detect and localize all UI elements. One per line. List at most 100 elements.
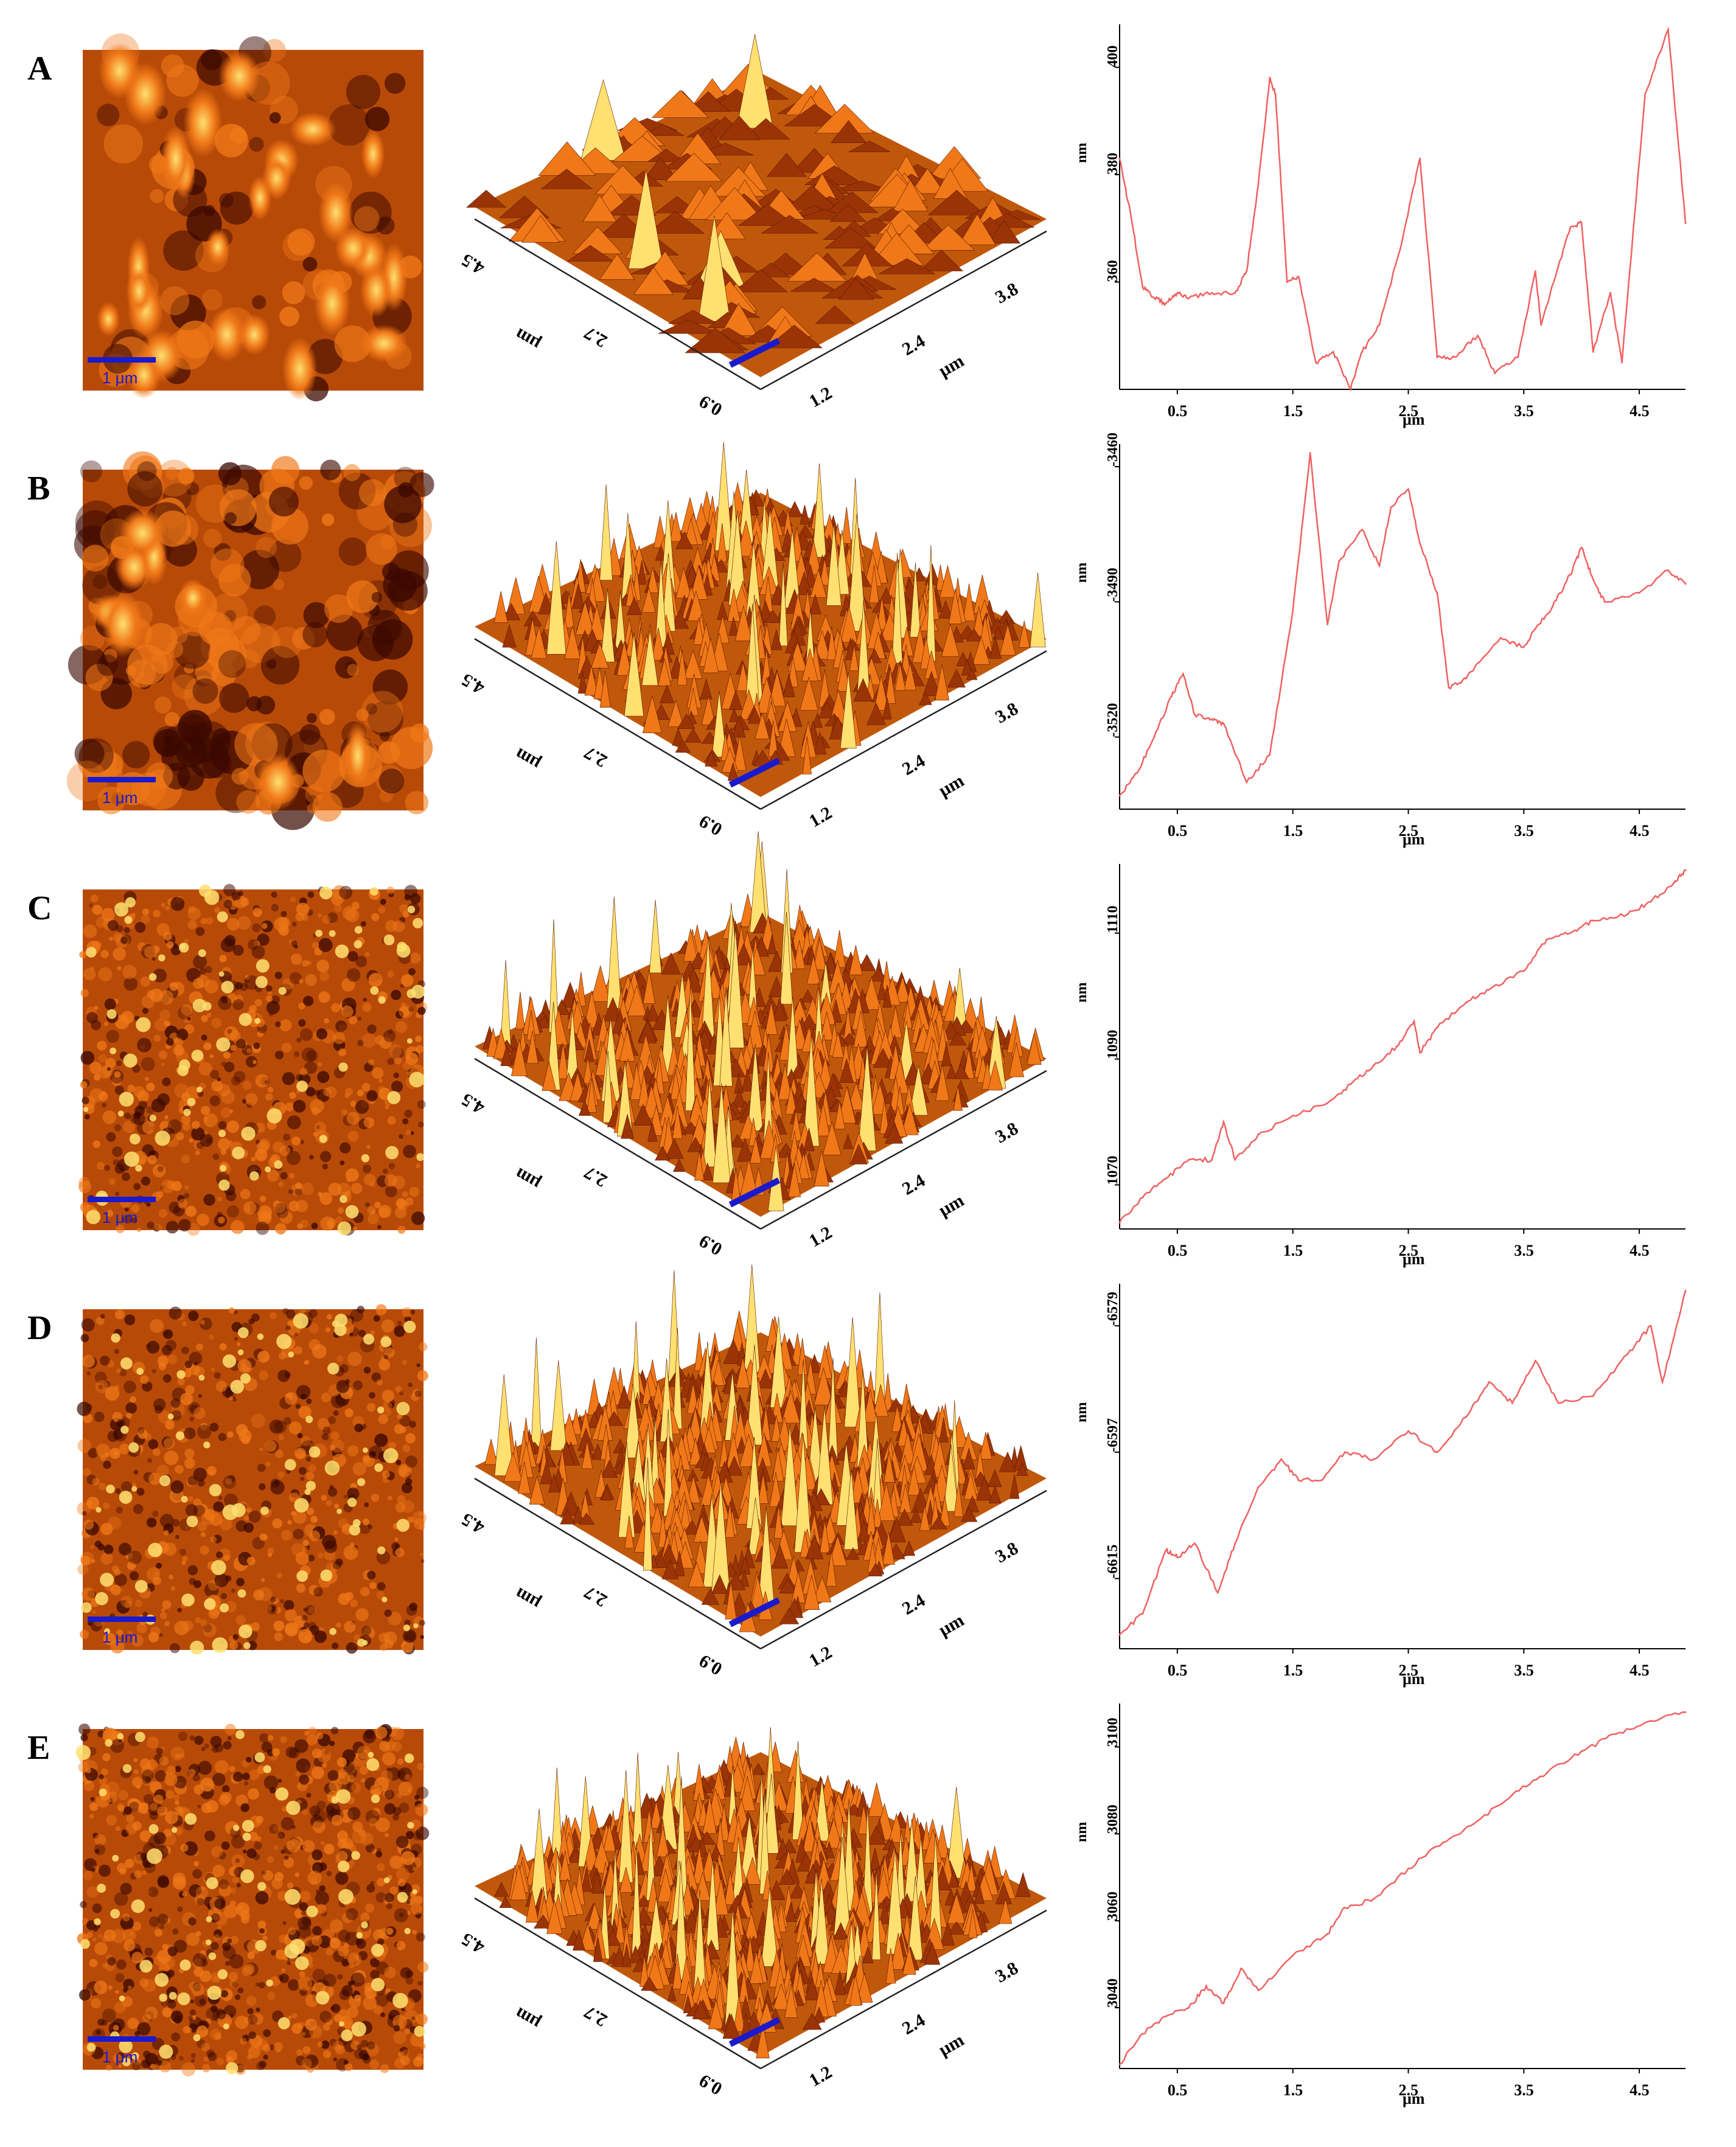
surface-peak <box>885 1123 904 1144</box>
x-tick-label: 3.5 <box>1514 1662 1534 1679</box>
x-tick-label: 3.5 <box>1514 822 1534 840</box>
surface-peak <box>779 1607 800 1624</box>
surface-left-unit: μm <box>512 1584 544 1614</box>
surface-peak <box>573 1929 585 1951</box>
x-tick-label: 3.5 <box>1514 1242 1534 1259</box>
afm-particle <box>126 267 152 315</box>
surface-peak <box>868 1783 885 1817</box>
surface-peak <box>732 1088 747 1108</box>
surface-peak <box>570 1071 585 1101</box>
surface-peak <box>868 1563 883 1576</box>
profile-data-point <box>1546 1772 1548 1774</box>
surface-peak <box>879 1899 890 1924</box>
profile-data-point <box>1407 1430 1409 1432</box>
surface-peak <box>646 211 705 234</box>
y-axis-label: nm <box>1074 983 1090 1003</box>
surface-peak <box>579 1923 596 1950</box>
surface-peak <box>493 1882 509 1897</box>
surface-peak <box>580 1867 592 1892</box>
profile-series-line <box>1118 27 1687 392</box>
surface-peak <box>999 1898 1013 1924</box>
surface-peak <box>866 702 886 725</box>
surface-peak <box>784 1983 798 2018</box>
surface-peak <box>941 1043 952 1067</box>
profile-data-point <box>1580 222 1583 224</box>
surface-peak <box>968 1909 978 1938</box>
x-tick-label: 1.5 <box>1283 402 1303 420</box>
profile-data-point <box>1592 919 1594 922</box>
profile-data-point <box>1626 913 1629 916</box>
profile-data-point <box>1257 1989 1260 1991</box>
surface-peak <box>882 697 892 720</box>
height-profile-chart: 0.5 1.5 2.5 3.5 4.5 μm 3100 3080 3060 3040 nm <box>1074 1703 1687 2107</box>
surface-peak <box>768 976 785 997</box>
surface-peak <box>947 669 966 687</box>
surface-peak <box>703 638 719 673</box>
profile-data-point <box>1222 2002 1225 2005</box>
surface-peak <box>966 1863 977 1891</box>
profile-data-point <box>1142 286 1144 288</box>
afm-particle <box>314 271 350 336</box>
afm-particle <box>102 590 144 658</box>
surface-peak <box>655 1056 664 1094</box>
surface-peak <box>502 602 520 621</box>
surface-peak <box>773 1505 784 1539</box>
surface-peak <box>557 1042 569 1079</box>
surface-peak <box>800 1530 810 1558</box>
surface-peak <box>935 1065 950 1101</box>
surface-right-tick: 3.8 <box>992 698 1022 727</box>
surface-peak <box>637 560 647 585</box>
profile-data-point <box>1205 1985 1207 1987</box>
afm-height-map: 1 μm <box>78 884 428 1236</box>
profile-data-point <box>1188 297 1190 299</box>
surface-peak <box>493 591 508 623</box>
surface-peak <box>842 507 852 544</box>
surface-peak <box>624 632 644 717</box>
surface-left-tick: 2.7 <box>581 742 611 771</box>
surface-peak <box>789 1882 806 1899</box>
y-tick-label: 1110 <box>1105 905 1121 933</box>
surface-peak <box>641 630 658 686</box>
scale-bar-label: 1 μm <box>102 788 138 807</box>
surface-peak <box>890 1933 906 1970</box>
surface-peak <box>974 1882 985 1904</box>
y-tick-label: -3490 <box>1105 568 1121 602</box>
surface-peak <box>910 168 946 194</box>
surface-peak <box>727 927 745 1048</box>
surface-peak <box>647 148 685 162</box>
surface-peak <box>736 662 750 692</box>
profile-data-point <box>1419 542 1421 545</box>
profile-data-point <box>1269 754 1271 756</box>
surface-peak <box>572 1506 584 1523</box>
surface-peak <box>1019 621 1030 648</box>
profile-data-point <box>1465 1416 1467 1418</box>
surface-peak <box>599 253 635 280</box>
surface-left-unit: μm <box>512 2003 544 2034</box>
profile-data-point <box>1626 1352 1629 1355</box>
surface-peak <box>891 552 903 664</box>
profile-data-point <box>1246 270 1248 273</box>
surface-peak <box>584 990 600 1028</box>
height-profile-chart: 0.5 1.5 2.5 3.5 4.5 μm -3460 -3490 -3520 nm <box>1074 433 1687 848</box>
surface-axis-left <box>474 1477 761 1650</box>
surface-right-tick: 3.8 <box>992 1118 1022 1147</box>
profile-data-point <box>1234 1542 1236 1545</box>
surface-peak <box>605 1929 621 1946</box>
profile-data-point <box>1517 356 1519 358</box>
surface-peak <box>979 1432 992 1460</box>
surface-peak <box>769 1472 783 1507</box>
profile-data-point <box>1390 506 1392 509</box>
profile-data-point <box>1165 2015 1167 2017</box>
surface-peak <box>645 1004 660 1021</box>
surface-peak <box>767 1880 786 1900</box>
profile-data-point <box>1222 1121 1225 1123</box>
afm-height-map: 1 μm <box>83 33 424 402</box>
afm-height-map: 1 μm <box>66 451 434 830</box>
profile-data-point <box>1476 335 1479 337</box>
profile-data-point <box>1170 695 1173 698</box>
surface-peak <box>877 981 887 1000</box>
profile-data-point <box>1396 1045 1398 1048</box>
x-tick-label: 0.5 <box>1168 2081 1188 2099</box>
surface-peak <box>641 586 656 613</box>
y-axis-label: nm <box>1074 563 1090 583</box>
